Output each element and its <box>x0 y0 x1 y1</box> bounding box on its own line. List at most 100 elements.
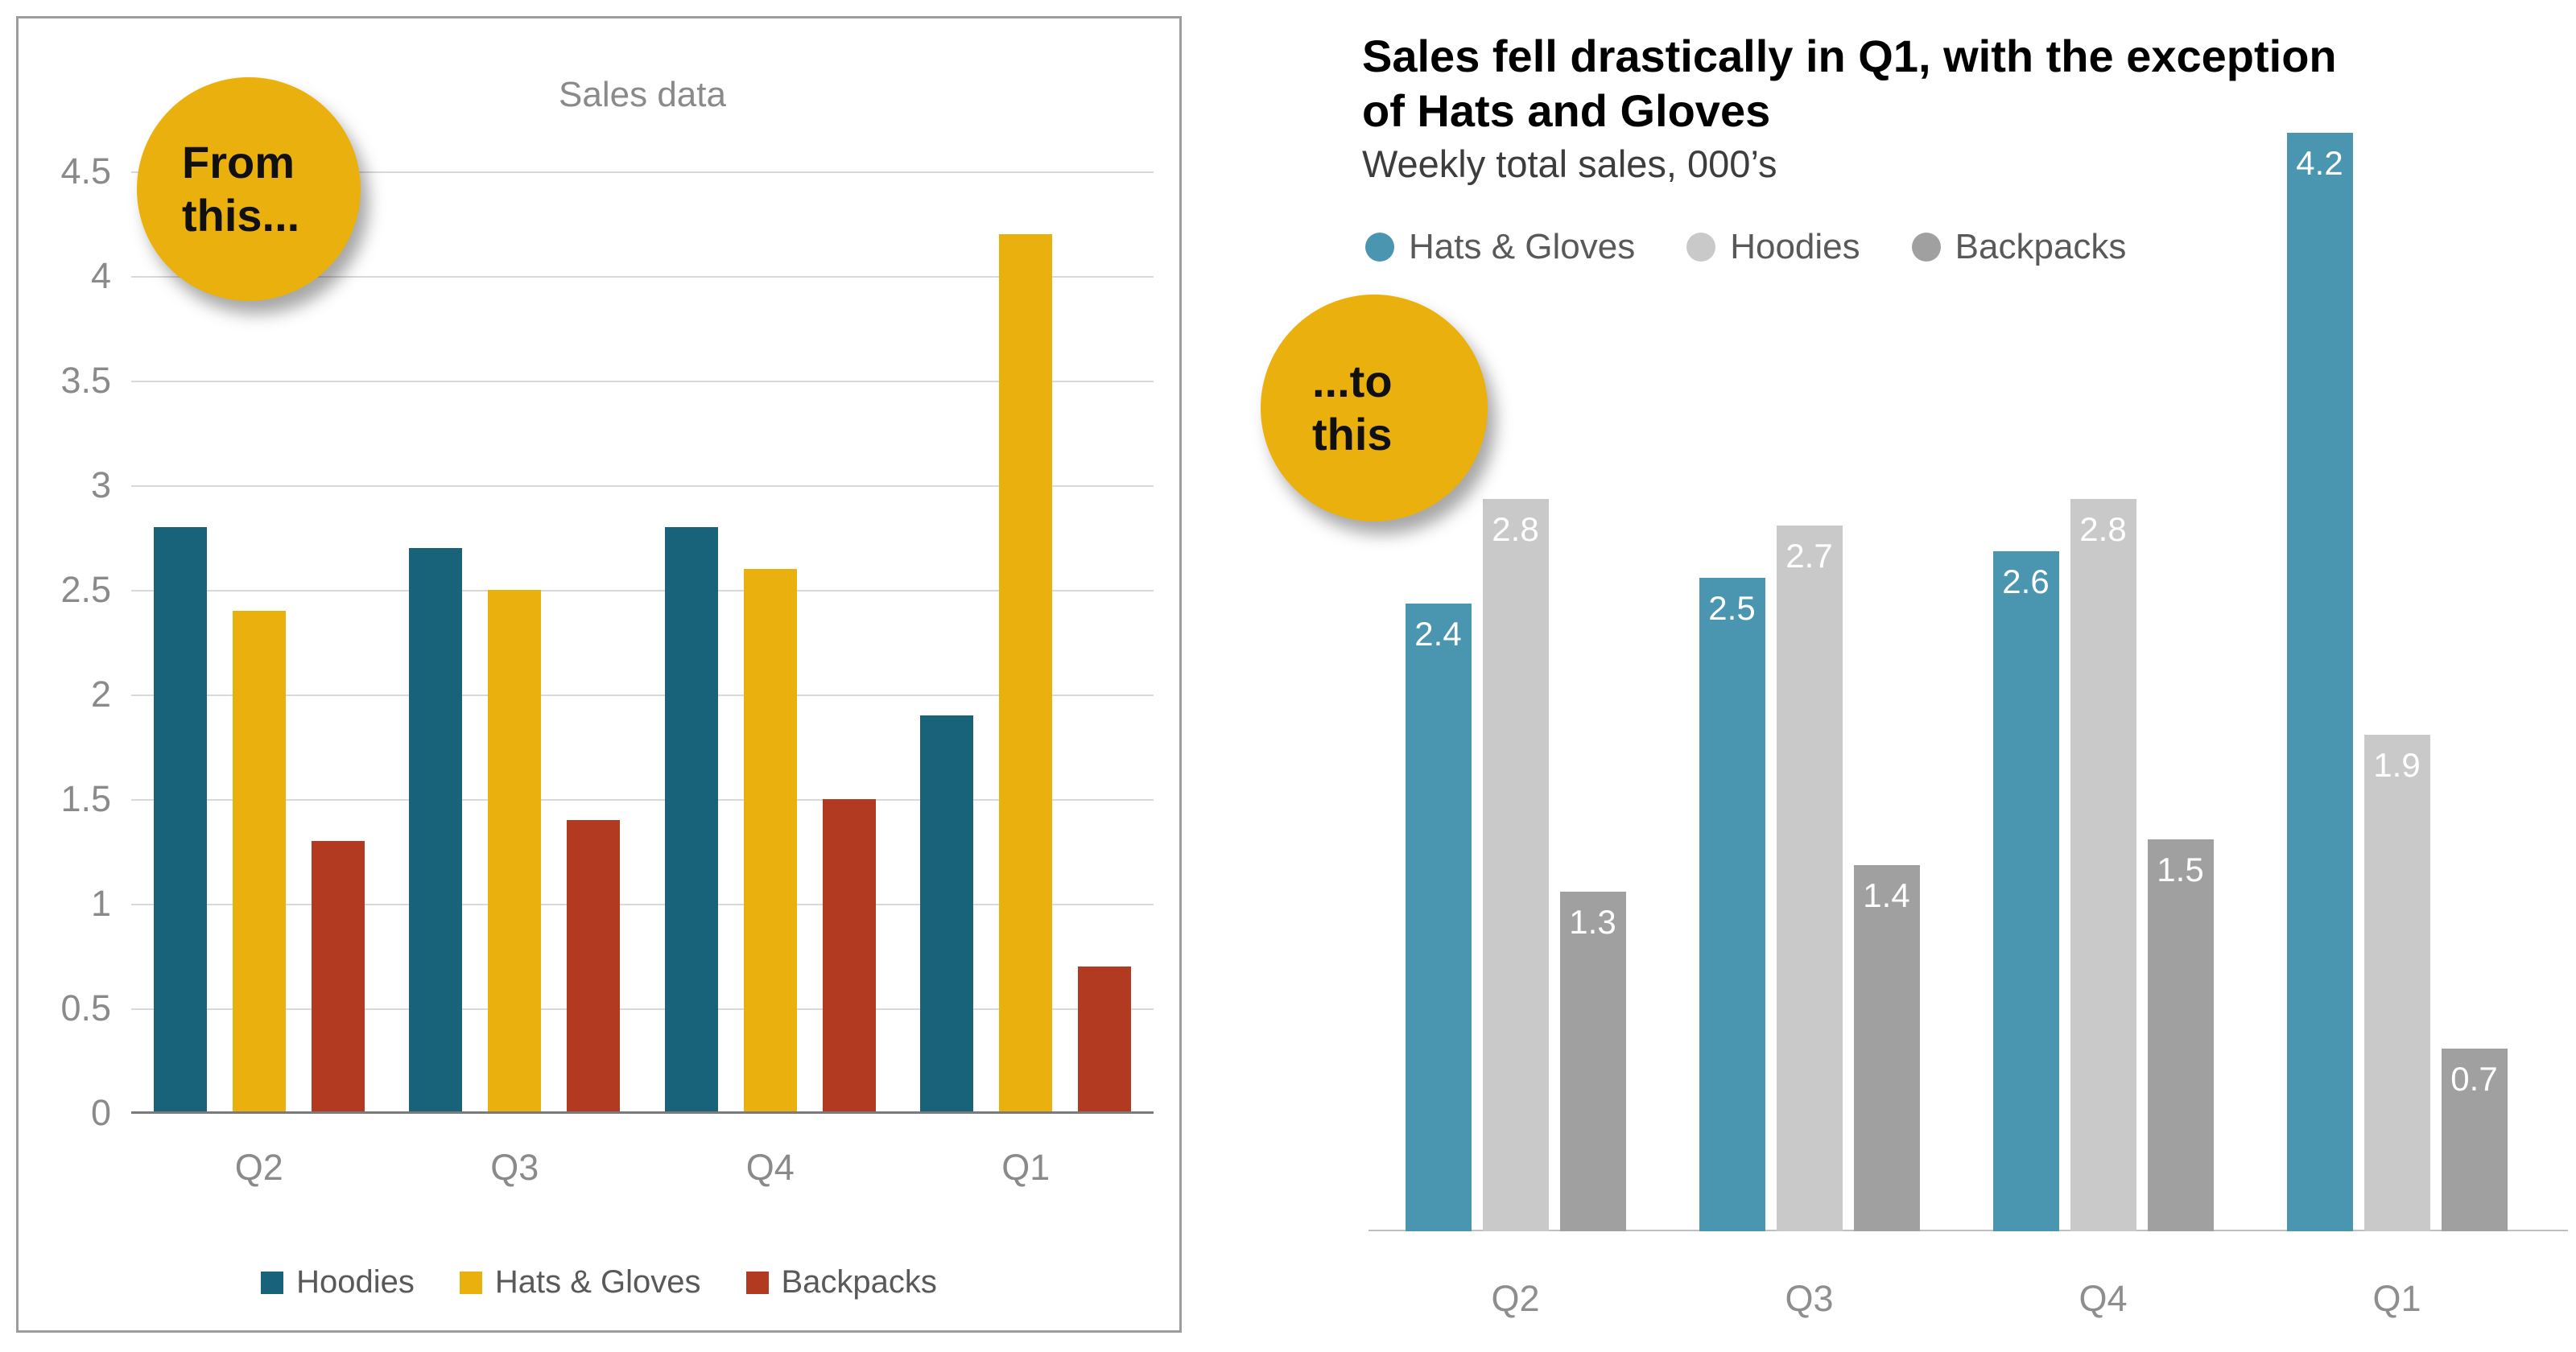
gridline <box>131 799 1154 801</box>
from-this-badge: From this... <box>137 77 361 301</box>
y-tick-label: 0.5 <box>60 987 111 1028</box>
title-line-2: of Hats and Gloves <box>1362 85 1771 137</box>
left-plot-area <box>131 171 1154 1114</box>
legend-dot-icon <box>1911 233 1941 262</box>
x-axis-line <box>1368 1230 2568 1231</box>
after-chart-panel: Sales fell drastically in Q1, with the e… <box>1320 0 2576 1352</box>
legend-item: Backpacks <box>1911 227 2126 267</box>
chart-title: Sales fell drastically in Q1, with the e… <box>1362 29 2337 139</box>
gridline <box>131 485 1154 487</box>
bar-backpacks: 1.5 <box>2147 839 2214 1231</box>
bar-backpacks: 1.4 <box>1853 865 1920 1231</box>
bar-group <box>642 171 898 1113</box>
x-axis-label: Q1 <box>1001 1147 1051 1188</box>
y-tick-label: 4.5 <box>60 150 111 192</box>
bar-hoodies <box>153 527 207 1113</box>
badge-text-line: ...to <box>1312 355 1393 406</box>
bar-hoodies: 2.8 <box>1482 499 1549 1231</box>
bar-backpacks: 0.7 <box>2441 1048 2508 1231</box>
bar-hoodies <box>920 715 974 1113</box>
legend-item: Hats & Gloves <box>459 1264 701 1300</box>
x-axis-label: Q3 <box>490 1147 539 1188</box>
bar-backpacks <box>822 799 876 1113</box>
legend-label: Hats & Gloves <box>1409 227 1636 266</box>
bar-value-label: 2.8 <box>1492 510 1539 548</box>
x-axis-label: Q4 <box>745 1147 795 1188</box>
legend-label: Hoodies <box>296 1264 415 1300</box>
bar-group: 2.6 2.8 1.5 <box>1956 80 2250 1231</box>
bar-hats-gloves: 4.2 <box>2286 133 2353 1231</box>
gridline <box>131 1008 1154 1010</box>
y-tick-label: 2.5 <box>60 569 111 610</box>
title-line-1: Sales fell drastically in Q1, with the e… <box>1362 31 2337 81</box>
gridline <box>131 695 1154 696</box>
gridline <box>131 381 1154 382</box>
bar-group: 2.5 2.7 1.4 <box>1662 80 1956 1231</box>
legend-swatch-icon <box>261 1271 284 1294</box>
legend-swatch-icon <box>459 1271 482 1294</box>
left-y-axis-labels: 0 0.5 1 1.5 2 2.5 3 3.5 4 4.5 <box>19 150 111 1133</box>
bar-hoodies <box>664 527 718 1113</box>
x-axis-label: Q3 <box>1785 1278 1834 1319</box>
right-plot-area: 2.4 2.8 1.3 2.5 2.7 1.4 2.6 2.8 1.5 4.2 1.9 0.7 <box>1368 80 2568 1231</box>
bar-value-label: 2.5 <box>1708 588 1756 627</box>
y-tick-label: 0 <box>90 1092 111 1133</box>
legend-item: Backpacks <box>745 1264 937 1300</box>
gridline <box>131 171 1154 173</box>
right-x-axis-labels: Q2 Q3 Q4 Q1 <box>1368 1278 2544 1320</box>
y-tick-label: 3 <box>90 464 111 505</box>
bar-hoodies <box>409 548 463 1113</box>
legend-dot-icon <box>1686 233 1716 262</box>
y-tick-label: 4 <box>90 255 111 296</box>
gridline <box>131 590 1154 592</box>
bar-value-label: 2.4 <box>1414 615 1462 653</box>
bar-hats-gloves: 2.6 <box>1992 551 2059 1231</box>
bar-group <box>898 171 1154 1113</box>
bar-hats-gloves <box>232 611 286 1113</box>
left-legend: Hoodies Hats & Gloves Backpacks <box>19 1264 1179 1300</box>
bar-value-label: 2.6 <box>2002 563 2050 600</box>
bar-hats-gloves: 2.4 <box>1405 604 1472 1231</box>
legend-label: Hats & Gloves <box>494 1264 701 1300</box>
badge-text-line: From <box>182 136 295 188</box>
bar-group <box>387 171 643 1113</box>
bar-value-label: 1.4 <box>1863 876 1910 914</box>
x-axis-label: Q2 <box>1491 1278 1540 1319</box>
chart-subtitle: Weekly total sales, 000’s <box>1362 142 1777 185</box>
legend-dot-icon <box>1365 233 1394 262</box>
bar-group: 4.2 1.9 0.7 <box>2250 80 2544 1231</box>
bar-value-label: 2.7 <box>1785 536 1833 575</box>
bar-hats-gloves <box>488 590 542 1113</box>
bar-hats-gloves: 2.5 <box>1699 577 1765 1231</box>
gridline <box>131 904 1154 905</box>
bar-backpacks <box>1078 967 1132 1113</box>
bar-value-label: 2.8 <box>2079 510 2127 548</box>
bar-backpacks <box>311 841 365 1113</box>
x-axis-label: Q1 <box>2372 1278 2421 1319</box>
x-axis-label: Q2 <box>234 1147 283 1188</box>
bar-value-label: 1.9 <box>2373 745 2421 784</box>
legend-item: Hoodies <box>1686 227 1860 267</box>
x-axis-label: Q4 <box>2079 1278 2128 1319</box>
bar-hats-gloves <box>999 234 1053 1113</box>
bar-hoodies: 1.9 <box>2363 734 2430 1231</box>
left-x-axis-labels: Q2 Q3 Q4 Q1 <box>131 1147 1154 1189</box>
legend-label: Hoodies <box>1730 227 1860 266</box>
bar-group: 2.4 2.8 1.3 <box>1368 80 1662 1231</box>
to-this-badge: ...to this <box>1261 295 1488 521</box>
bar-value-label: 1.3 <box>1569 902 1616 941</box>
bar-hats-gloves <box>743 569 797 1113</box>
bar-backpacks: 1.3 <box>1559 891 1626 1231</box>
bar-value-label: 0.7 <box>2450 1059 2498 1098</box>
y-tick-label: 3.5 <box>60 360 111 401</box>
bar-backpacks <box>567 820 621 1113</box>
gridline <box>131 276 1154 278</box>
bar-value-label: 4.2 <box>2296 144 2343 182</box>
bar-group <box>131 171 387 1113</box>
bar-hoodies: 2.8 <box>2070 499 2136 1231</box>
chart-title: Sales data <box>559 75 726 114</box>
right-legend: Hats & Gloves Hoodies Backpacks <box>1365 227 2126 267</box>
legend-item: Hats & Gloves <box>1365 227 1635 267</box>
badge-text-line: this... <box>182 190 300 241</box>
